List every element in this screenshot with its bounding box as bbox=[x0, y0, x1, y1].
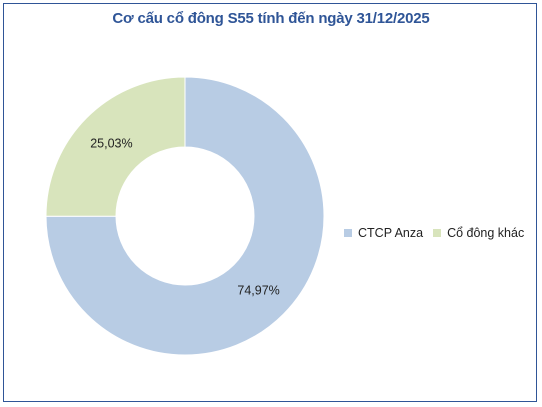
slice-label-anza: 74,97% bbox=[237, 283, 279, 297]
donut-chart: 74,97% 25,03% bbox=[45, 76, 325, 356]
legend-item-others: Cổ đông khác bbox=[433, 226, 524, 240]
chart-frame: Cơ cấu cổ đông S55 tính đến ngày 31/12/2… bbox=[3, 3, 537, 402]
slice-others bbox=[45, 76, 186, 217]
legend-label-others: Cổ đông khác bbox=[447, 226, 525, 240]
chart-title: Cơ cấu cổ đông S55 tính đến ngày 31/12/2… bbox=[112, 10, 430, 27]
slice-anza bbox=[45, 76, 325, 356]
slice-label-others: 25,03% bbox=[90, 137, 132, 151]
legend-label-anza: CTCP Anza bbox=[358, 226, 424, 240]
legend: CTCP Anza Cổ đông khác bbox=[344, 226, 534, 240]
legend-swatch-others bbox=[433, 229, 442, 237]
legend-swatch-anza bbox=[344, 229, 352, 237]
legend-item-anza: CTCP Anza bbox=[344, 226, 423, 240]
